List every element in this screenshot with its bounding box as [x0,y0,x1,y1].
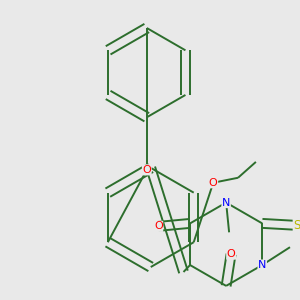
Text: O: O [142,165,151,175]
Text: N: N [258,260,266,270]
Text: O: O [154,221,163,231]
Text: O: O [209,178,218,188]
Text: S: S [293,219,300,232]
Text: N: N [222,198,230,208]
Text: O: O [227,249,236,259]
